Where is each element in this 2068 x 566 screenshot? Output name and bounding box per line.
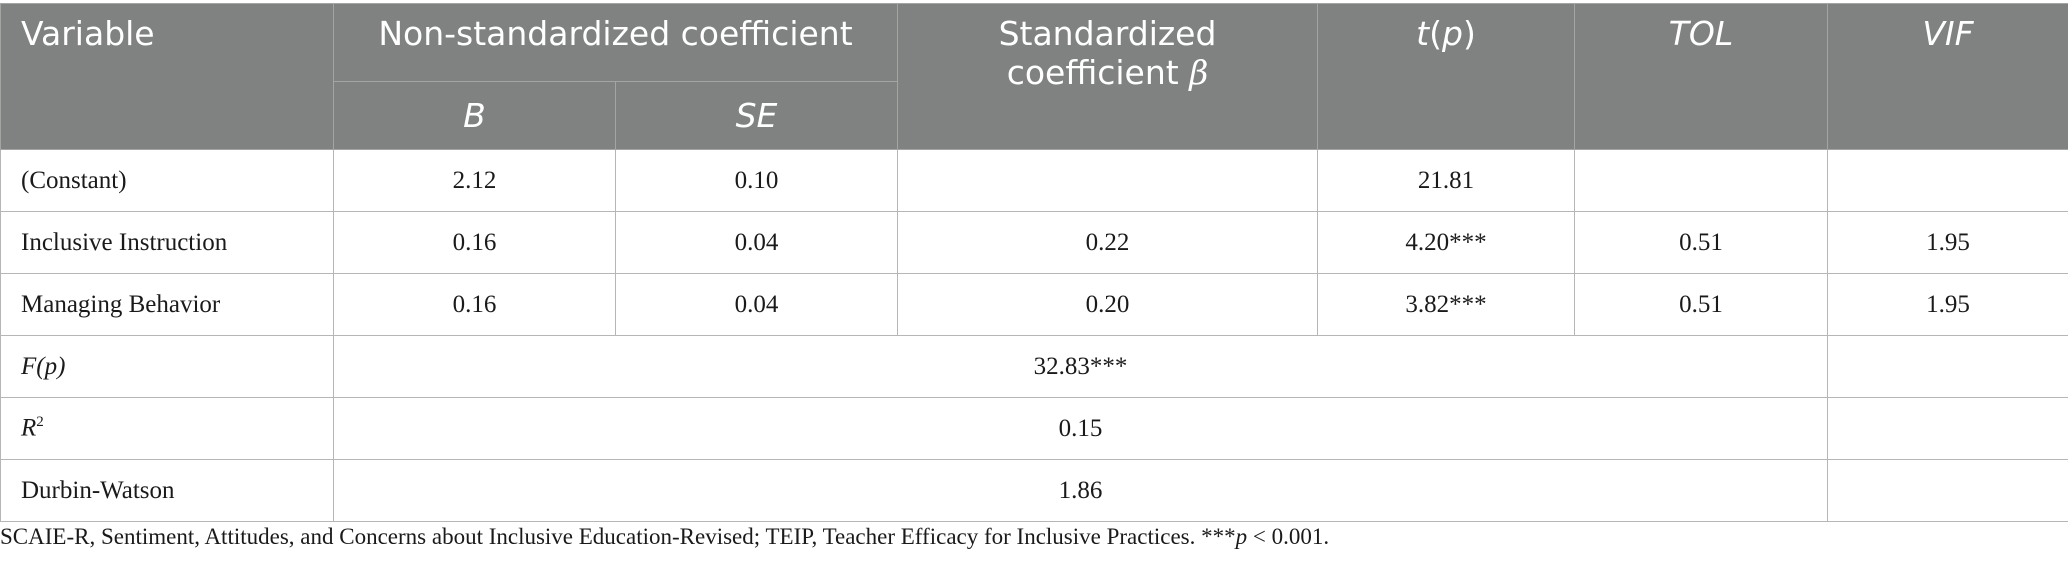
empty-cell	[1827, 459, 2068, 522]
f-p-value: 32.83***	[333, 335, 1828, 398]
tol-header: TOL	[1574, 3, 1828, 150]
empty-cell	[1827, 397, 2068, 460]
variable-cell: (Constant)	[0, 149, 334, 212]
vif-cell: 1.95	[1827, 211, 2068, 274]
tol-cell	[1574, 149, 1828, 212]
table-row: Inclusive Instruction 0.16 0.04 0.22 4.2…	[0, 211, 2068, 274]
b-cell: 0.16	[333, 211, 616, 274]
empty-cell	[1827, 335, 2068, 398]
header-row: Variable Non-standardized coefficient St…	[0, 3, 2068, 150]
tol-cell: 0.51	[1574, 273, 1828, 336]
b-header: B	[333, 81, 616, 150]
b-cell: 2.12	[333, 149, 616, 212]
durbin-watson-row: Durbin-Watson 1.86	[0, 459, 2068, 522]
vif-cell	[1827, 149, 2068, 212]
b-cell: 0.16	[333, 273, 616, 336]
se-cell: 0.04	[615, 211, 898, 274]
non-standardized-coefficient-header: Non-standardized coefficient	[333, 3, 898, 82]
tol-cell: 0.51	[1574, 211, 1828, 274]
r-squared-label: R2	[0, 397, 334, 460]
beta-cell	[897, 149, 1318, 212]
f-p-label: F(p)	[0, 335, 334, 398]
r-squared-value: 0.15	[333, 397, 1828, 460]
regression-table: Variable Non-standardized coefficient St…	[0, 3, 2068, 522]
durbin-watson-value: 1.86	[333, 459, 1828, 522]
durbin-watson-label: Durbin-Watson	[0, 459, 334, 522]
se-header: SE	[615, 81, 898, 150]
t-cell: 3.82***	[1317, 273, 1575, 336]
t-cell: 21.81	[1317, 149, 1575, 212]
se-cell: 0.04	[615, 273, 898, 336]
variable-cell: Managing Behavior	[0, 273, 334, 336]
t-cell: 4.20***	[1317, 211, 1575, 274]
table-row: Managing Behavior 0.16 0.04 0.20 3.82***…	[0, 273, 2068, 336]
se-cell: 0.10	[615, 149, 898, 212]
variable-header: Variable	[0, 3, 334, 150]
beta-cell: 0.20	[897, 273, 1318, 336]
beta-symbol: β	[1189, 53, 1209, 92]
vif-cell: 1.95	[1827, 273, 2068, 336]
table-row: (Constant) 2.12 0.10 21.81	[0, 149, 2068, 212]
subheader-row: B SE	[1, 81, 2068, 150]
t-p-header: t(p)	[1317, 3, 1575, 150]
r-squared-row: R2 0.15	[0, 397, 2068, 460]
vif-header: VIF	[1827, 3, 2068, 150]
f-statistic-row: F(p) 32.83***	[0, 335, 2068, 398]
standardized-coefficient-header: Standardized coefficient β	[897, 3, 1318, 150]
table-footnote: SCAIE-R, Sentiment, Attitudes, and Conce…	[0, 524, 1330, 549]
variable-cell: Inclusive Instruction	[0, 211, 334, 274]
beta-cell: 0.22	[897, 211, 1318, 274]
